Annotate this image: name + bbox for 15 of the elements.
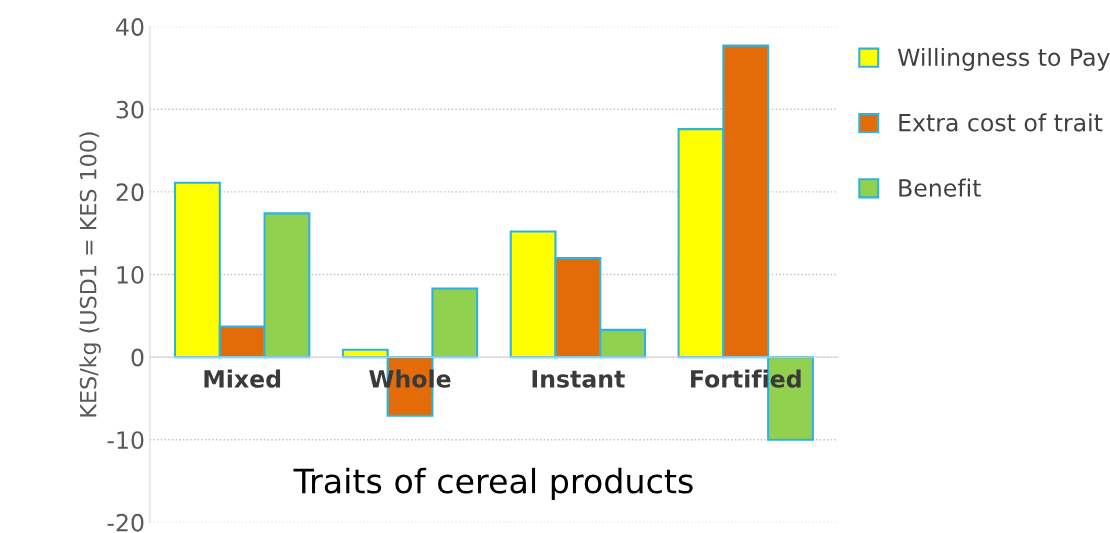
y-tick-label: -20	[107, 513, 144, 532]
y-tick-label: -10	[107, 431, 144, 450]
legend-label: Benefit	[899, 178, 981, 197]
x-tick-label: Mixed	[204, 369, 281, 388]
x-axis-title: Traits of cereal products	[293, 467, 693, 501]
legend-label: Willingness to Pay	[897, 47, 1110, 71]
y-tick-label: 20	[116, 183, 144, 202]
x-tick-label: Instant	[532, 370, 625, 388]
y-tick-label: 30	[116, 100, 144, 119]
y-tick-label: 10	[117, 265, 144, 284]
y-tick-label: 0	[131, 348, 144, 367]
y-axis-title: KES/kg (USD1 = KES 100)	[79, 132, 101, 417]
bar	[431, 287, 479, 359]
legend-label: Extra cost of trait	[899, 113, 1103, 132]
y-tick-label: 40	[116, 18, 144, 36]
